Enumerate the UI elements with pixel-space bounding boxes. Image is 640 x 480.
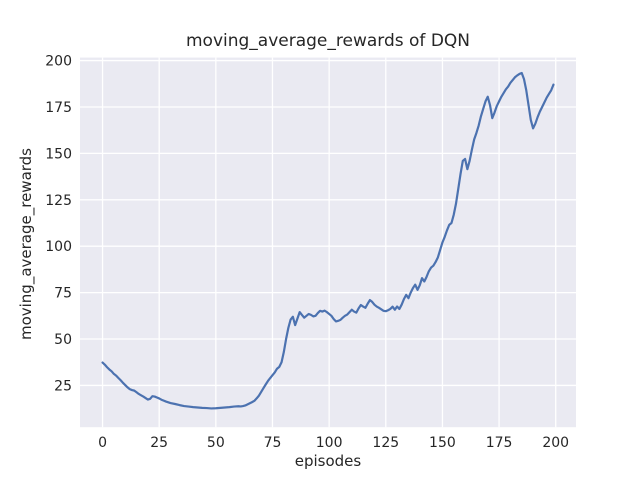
x-tick-label: 175 xyxy=(486,435,513,451)
y-tick-label: 25 xyxy=(54,378,72,394)
x-tick-label: 200 xyxy=(542,435,569,451)
y-tick-label: 200 xyxy=(45,54,72,70)
x-tick-label: 25 xyxy=(150,435,168,451)
y-tick-label: 100 xyxy=(45,239,72,255)
x-tick-label: 125 xyxy=(372,435,399,451)
y-tick-label: 125 xyxy=(45,193,72,209)
chart-title: moving_average_rewards of DQN xyxy=(185,31,471,51)
x-tick-label: 75 xyxy=(264,435,282,451)
x-axis-label: episodes xyxy=(294,452,362,470)
x-tick-label: 0 xyxy=(98,435,107,451)
y-tick-label: 175 xyxy=(45,100,72,116)
x-tick-label: 50 xyxy=(207,435,225,451)
x-tick-label: 100 xyxy=(316,435,343,451)
y-tick-label: 75 xyxy=(54,286,72,302)
x-tick-label: 150 xyxy=(429,435,456,451)
y-axis-label: moving_average_rewards xyxy=(17,147,35,341)
y-tick-label: 50 xyxy=(54,332,72,348)
series-line xyxy=(101,71,555,410)
y-tick-label: 150 xyxy=(45,146,72,162)
plot-area xyxy=(80,57,576,428)
